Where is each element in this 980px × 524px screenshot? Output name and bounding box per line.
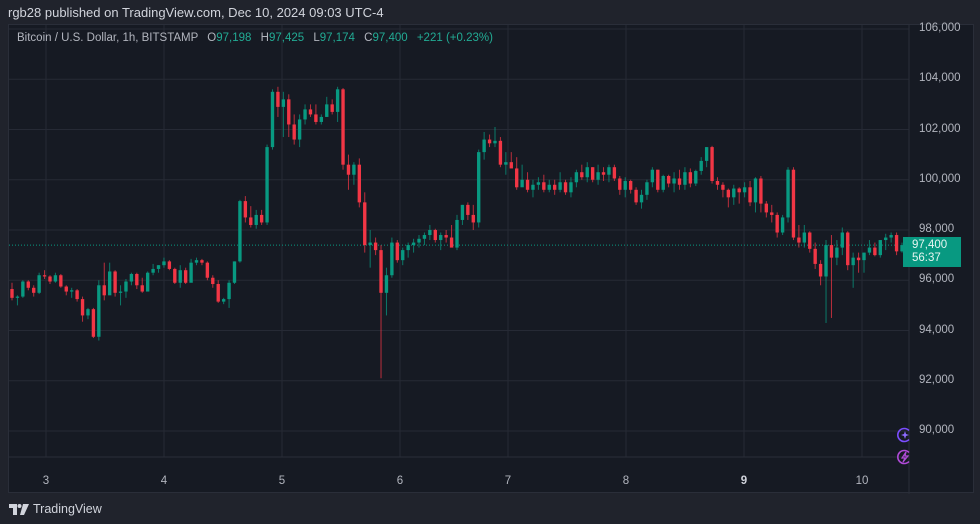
close-label: C <box>364 32 373 44</box>
last-price: 97,400 <box>912 239 948 251</box>
tradingview-brand[interactable]: TradingView <box>9 502 102 516</box>
price-axis-label: 102,000 <box>919 122 961 135</box>
price-axis-label: 96,000 <box>919 273 955 286</box>
time-axis-label: 9 <box>740 475 748 487</box>
price-axis-label: 92,000 <box>919 373 955 386</box>
sparkle-badge-icon[interactable] <box>896 427 912 443</box>
lightning-badge-icon[interactable] <box>896 449 912 465</box>
time-axis-label: 5 <box>278 475 286 487</box>
close-value: 97,400 <box>372 32 408 44</box>
tradingview-logo-icon <box>9 503 29 515</box>
change-value: +221 (+0.23%) <box>416 32 493 44</box>
time-axis-label: 8 <box>622 475 630 487</box>
bar-countdown: 56:37 <box>912 252 941 264</box>
candlestick-plot[interactable] <box>9 25 975 494</box>
last-price-tag: 97,400 56:37 <box>903 237 961 267</box>
price-axis-label: 100,000 <box>919 172 961 185</box>
chart-pane[interactable]: Bitcoin / U.S. Dollar, 1h, BITSTAMP O97,… <box>8 22 975 494</box>
time-axis-label: 4 <box>160 475 168 487</box>
open-value: 97,198 <box>216 32 252 44</box>
symbol-title: Bitcoin / U.S. Dollar, 1h, BITSTAMP <box>17 32 199 44</box>
open-label: O <box>207 32 217 44</box>
price-axis-label: 90,000 <box>919 424 955 436</box>
high-value: 97,425 <box>268 32 305 44</box>
symbol-legend: Bitcoin / U.S. Dollar, 1h, BITSTAMP O97,… <box>17 32 493 44</box>
time-axis-label: 3 <box>42 475 50 487</box>
time-axis-label: 10 <box>855 475 869 487</box>
price-axis-label: 98,000 <box>919 223 955 235</box>
published-caption: rgb28 published on TradingView.com, Dec … <box>8 5 384 20</box>
low-label: L <box>313 32 320 44</box>
high-label: H <box>260 32 269 44</box>
low-value: 97,174 <box>319 32 355 44</box>
price-axis-label: 104,000 <box>919 72 961 85</box>
time-axis-label: 6 <box>396 475 404 487</box>
time-axis-label: 7 <box>504 475 512 487</box>
price-axis-label: 106,000 <box>919 22 961 34</box>
price-axis-label: 94,000 <box>919 323 955 336</box>
brand-name: TradingView <box>33 502 102 516</box>
